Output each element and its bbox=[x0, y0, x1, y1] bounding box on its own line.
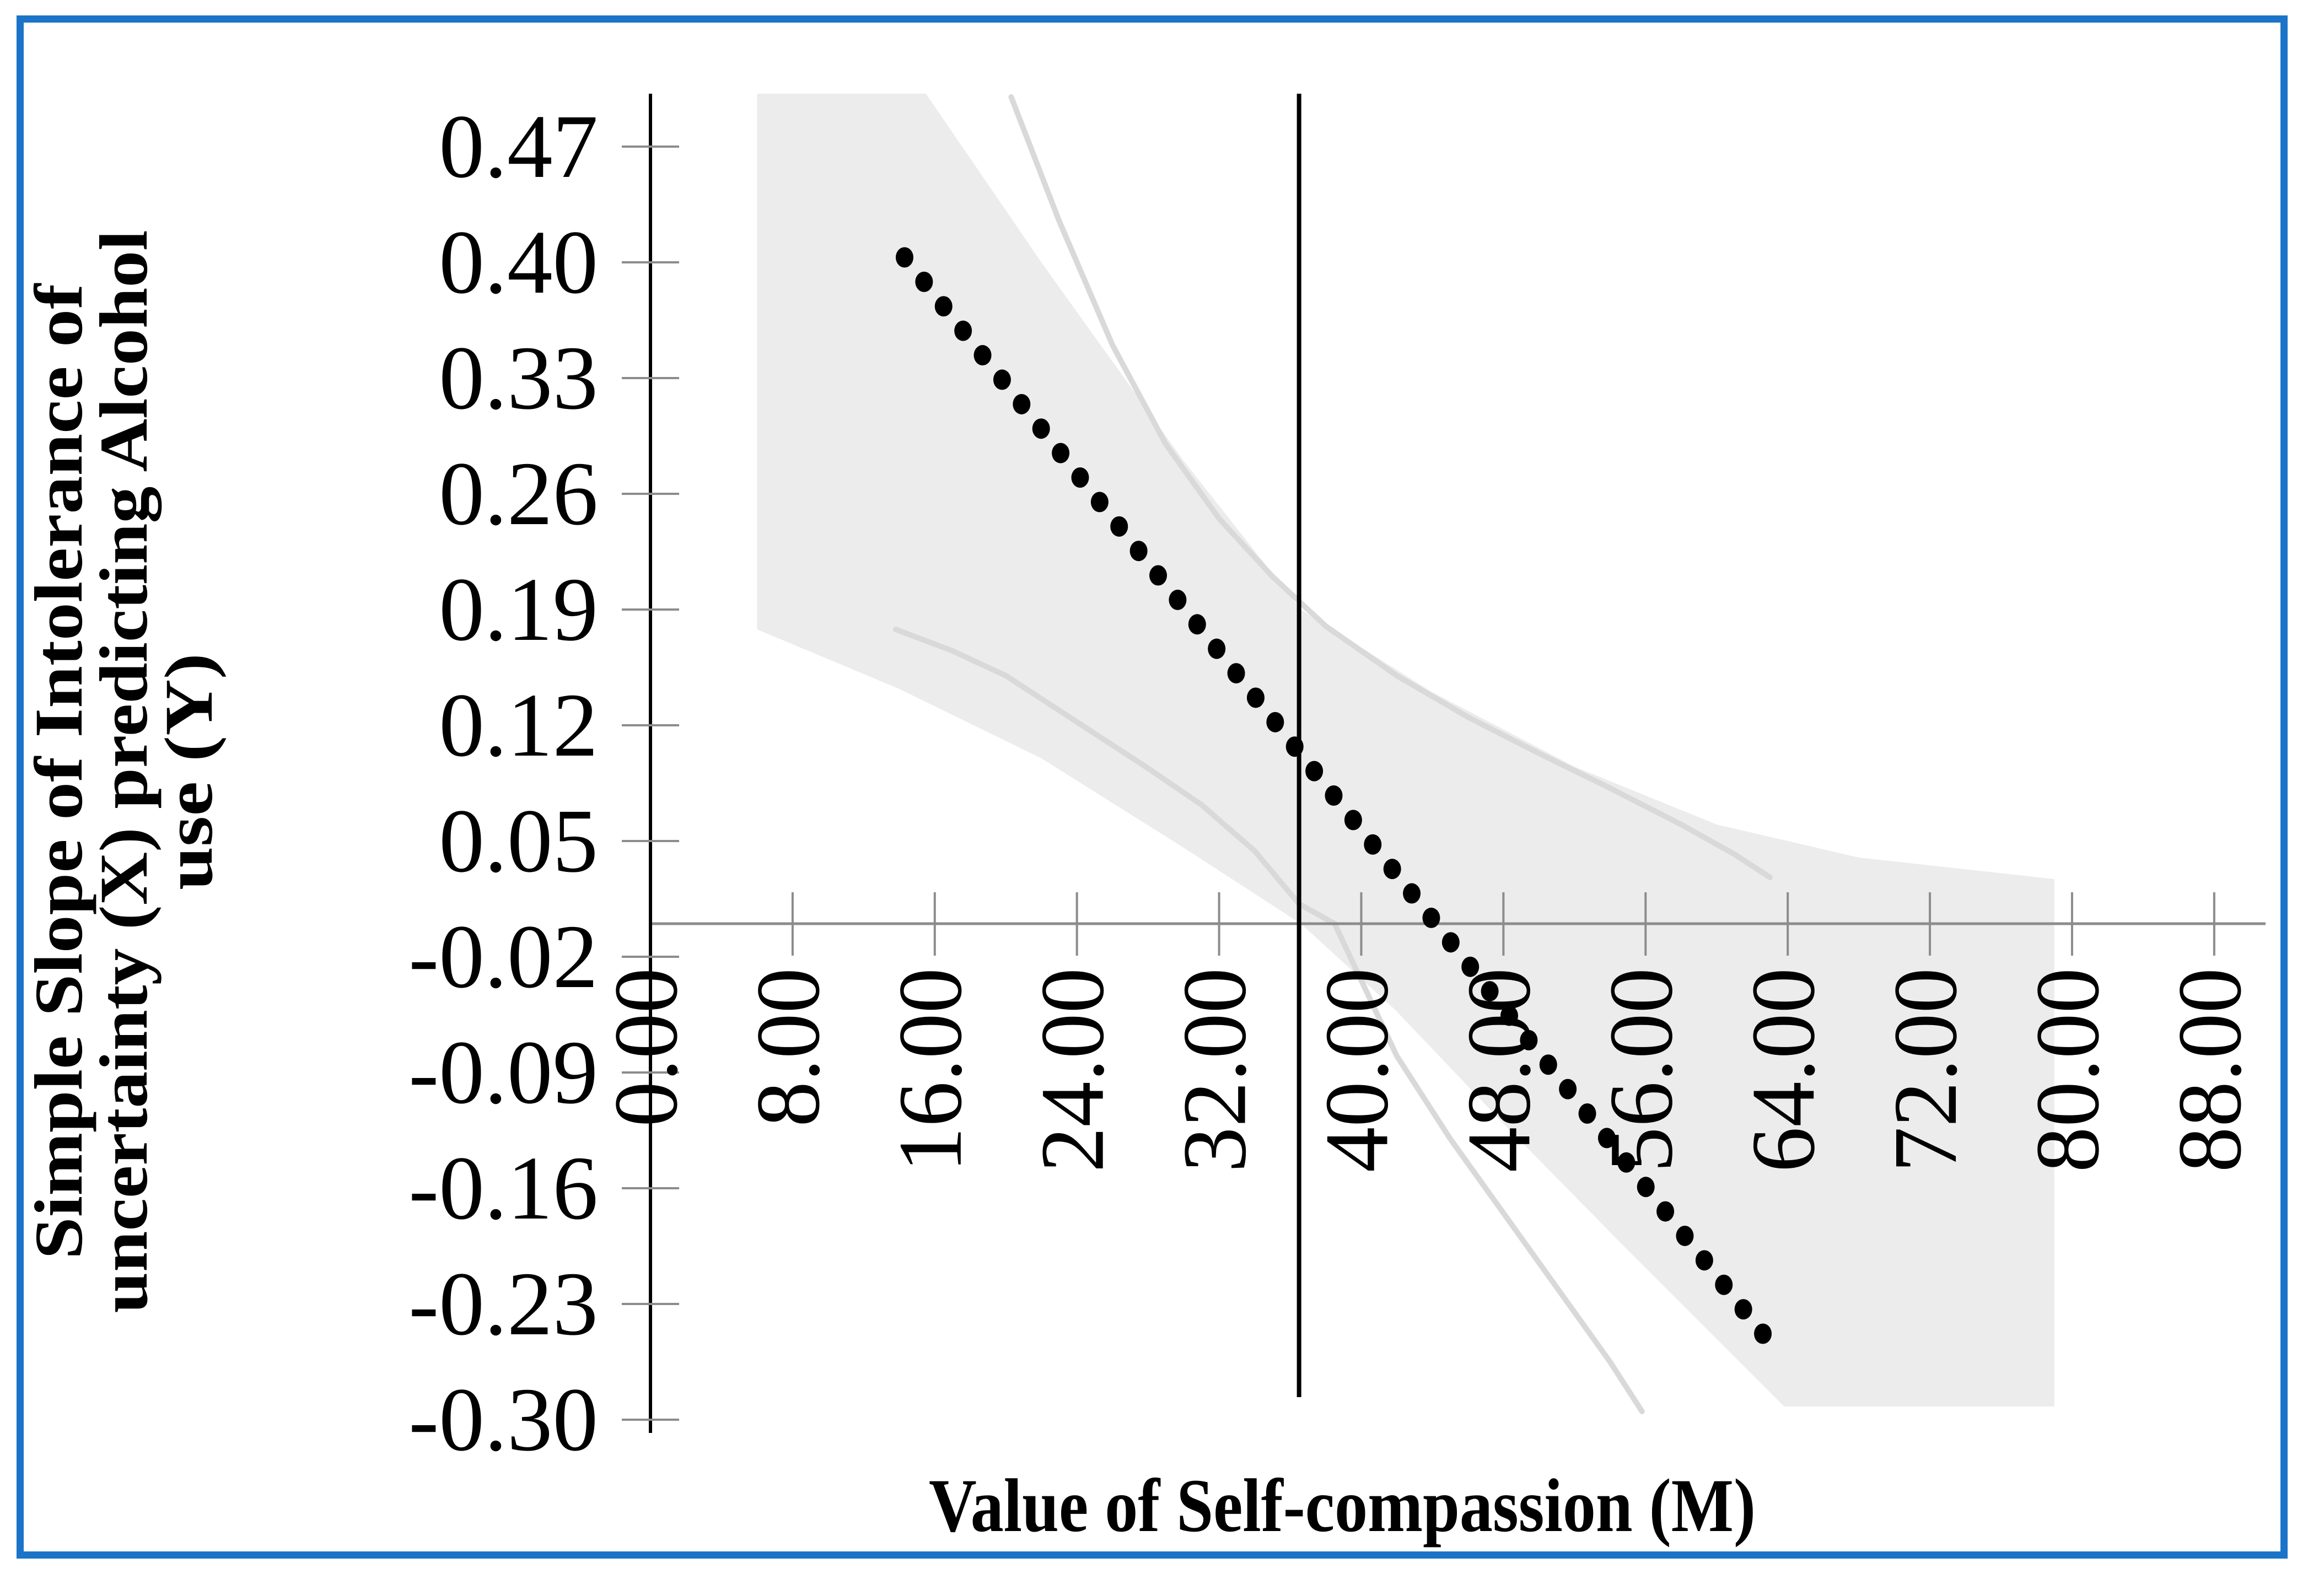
slope-dot bbox=[1013, 394, 1031, 414]
slope-dot bbox=[1656, 1201, 1675, 1222]
slope-dot bbox=[915, 271, 933, 292]
x-tick-label: 80.00 bbox=[2017, 968, 2118, 1172]
slope-dot bbox=[1344, 810, 1362, 831]
slope-dot bbox=[1169, 589, 1187, 610]
y-axis-title-line1: Simple Slope of Intolerance of bbox=[21, 283, 96, 1259]
slope-dot bbox=[1071, 467, 1089, 488]
y-axis bbox=[622, 94, 679, 1433]
y-tick-label: 0.05 bbox=[439, 790, 598, 891]
slope-dot bbox=[895, 247, 913, 268]
y-tick-label: -0.09 bbox=[408, 1022, 598, 1123]
slope-dot bbox=[1715, 1274, 1733, 1295]
slope-dot bbox=[1325, 785, 1343, 806]
x-tick-label: 8.00 bbox=[738, 968, 838, 1127]
x-tick-label: 16.00 bbox=[880, 968, 981, 1172]
y-tick-label: 0.12 bbox=[439, 675, 598, 775]
y-tick-labels: 0.47 0.40 0.33 0.26 0.19 0.12 0.05 -0.02 -0.09 -0… bbox=[408, 96, 598, 1470]
slope-dot bbox=[1403, 883, 1421, 904]
slope-dot bbox=[1695, 1250, 1713, 1271]
y-tick-label: 0.19 bbox=[439, 559, 598, 660]
slope-dot bbox=[1597, 1128, 1616, 1149]
confidence-band-area bbox=[757, 94, 2054, 1406]
slope-dot bbox=[1090, 492, 1109, 513]
x-tick-labels: 0.00 8.00 16.00 24.00 32.00 40.00 48.00 56.00 64… bbox=[595, 968, 2260, 1172]
y-tick-label: 0.40 bbox=[439, 212, 598, 312]
confidence-band bbox=[757, 94, 2054, 1406]
x-tick-label: 64.00 bbox=[1733, 968, 1833, 1172]
x-tick-label: 72.00 bbox=[1875, 968, 1976, 1172]
y-tick-label: -0.23 bbox=[408, 1253, 598, 1354]
slope-dot bbox=[1422, 907, 1440, 928]
slope-dot bbox=[1032, 418, 1050, 439]
slope-dot bbox=[1734, 1299, 1752, 1320]
x-tick-label: 0.00 bbox=[595, 968, 696, 1127]
upper-ci-path bbox=[1008, 94, 1773, 880]
slope-dot bbox=[1227, 663, 1245, 684]
slope-dot bbox=[1052, 443, 1070, 463]
slope-dot bbox=[973, 345, 992, 366]
slope-dot bbox=[1754, 1323, 1772, 1344]
slope-dot bbox=[1149, 565, 1168, 586]
figure-border: 0.00 8.00 16.00 24.00 32.00 40.00 48.00 56.00 64… bbox=[17, 15, 2288, 1559]
slope-dot bbox=[1208, 638, 1226, 659]
slope-dot bbox=[1246, 687, 1265, 708]
slope-dot bbox=[1500, 1005, 1518, 1026]
y-axis-title-line3: use (Y) bbox=[151, 653, 227, 890]
y-axis-title: Simple Slope of Intolerance of uncertain… bbox=[21, 230, 227, 1313]
slope-dot bbox=[1188, 614, 1206, 635]
y-tick-label: -0.16 bbox=[408, 1138, 598, 1238]
x-tick-label: 32.00 bbox=[1164, 968, 1265, 1172]
slope-dot bbox=[1617, 1152, 1636, 1173]
simple-slope-dotted-line bbox=[895, 247, 1772, 1344]
upper-ci-line bbox=[1008, 94, 1773, 880]
slope-dot bbox=[1305, 761, 1324, 781]
slope-dot bbox=[1441, 932, 1460, 953]
slope-dot bbox=[1383, 859, 1401, 880]
slope-dot bbox=[1578, 1103, 1596, 1124]
y-tick-label: 0.26 bbox=[439, 443, 598, 544]
slope-dot bbox=[1481, 981, 1499, 1002]
slope-dot bbox=[934, 296, 953, 317]
slope-dot bbox=[1539, 1054, 1557, 1075]
y-axis-title-line2: uncertainty (X) predicting Alcohol bbox=[86, 230, 162, 1313]
y-tick-label: 0.33 bbox=[439, 327, 598, 428]
slope-dot bbox=[1266, 712, 1284, 732]
x-tick-label: 48.00 bbox=[1448, 968, 1549, 1172]
x-axis bbox=[649, 892, 2266, 956]
slope-dot bbox=[1364, 834, 1382, 855]
slope-dot bbox=[1461, 956, 1480, 977]
x-axis-title: Value of Self-compassion (M) bbox=[929, 1463, 1756, 1548]
y-tick-label: -0.02 bbox=[408, 906, 598, 1007]
y-tick-label: -0.30 bbox=[408, 1369, 598, 1470]
x-tick-label: 88.00 bbox=[2159, 968, 2260, 1172]
slope-dot bbox=[1110, 516, 1128, 537]
slope-dot bbox=[954, 320, 972, 341]
slope-dot bbox=[1676, 1225, 1694, 1246]
slope-dot bbox=[1637, 1177, 1655, 1198]
slope-dot bbox=[1129, 541, 1148, 562]
slope-dot bbox=[1520, 1030, 1538, 1050]
slope-dot bbox=[1559, 1079, 1577, 1099]
slope-dot bbox=[993, 369, 1011, 390]
x-tick-label: 24.00 bbox=[1022, 968, 1123, 1172]
x-tick-label: 40.00 bbox=[1306, 968, 1407, 1172]
y-tick-label: 0.47 bbox=[439, 96, 598, 197]
